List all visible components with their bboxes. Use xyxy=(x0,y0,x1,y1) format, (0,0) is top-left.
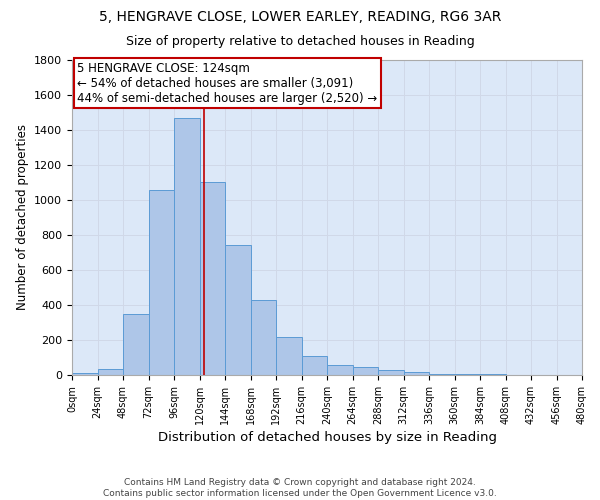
Bar xyxy=(353,367,378,375)
Bar xyxy=(480,374,505,375)
Bar xyxy=(72,373,97,375)
Bar xyxy=(199,182,225,375)
Text: 5 HENGRAVE CLOSE: 124sqm
← 54% of detached houses are smaller (3,091)
44% of sem: 5 HENGRAVE CLOSE: 124sqm ← 54% of detach… xyxy=(77,62,377,105)
Bar xyxy=(123,314,149,375)
Bar xyxy=(225,244,251,375)
Y-axis label: Number of detached properties: Number of detached properties xyxy=(16,124,29,310)
Bar xyxy=(429,374,455,375)
Text: Contains HM Land Registry data © Crown copyright and database right 2024.
Contai: Contains HM Land Registry data © Crown c… xyxy=(103,478,497,498)
X-axis label: Distribution of detached houses by size in Reading: Distribution of detached houses by size … xyxy=(157,431,497,444)
Bar xyxy=(378,370,404,375)
Text: Size of property relative to detached houses in Reading: Size of property relative to detached ho… xyxy=(125,35,475,48)
Bar xyxy=(251,300,276,375)
Bar xyxy=(327,366,353,375)
Bar xyxy=(404,372,429,375)
Bar xyxy=(302,356,327,375)
Bar xyxy=(455,374,480,375)
Bar xyxy=(276,336,302,375)
Bar xyxy=(97,369,123,375)
Bar xyxy=(174,118,199,375)
Text: 5, HENGRAVE CLOSE, LOWER EARLEY, READING, RG6 3AR: 5, HENGRAVE CLOSE, LOWER EARLEY, READING… xyxy=(99,10,501,24)
Bar xyxy=(149,190,174,375)
